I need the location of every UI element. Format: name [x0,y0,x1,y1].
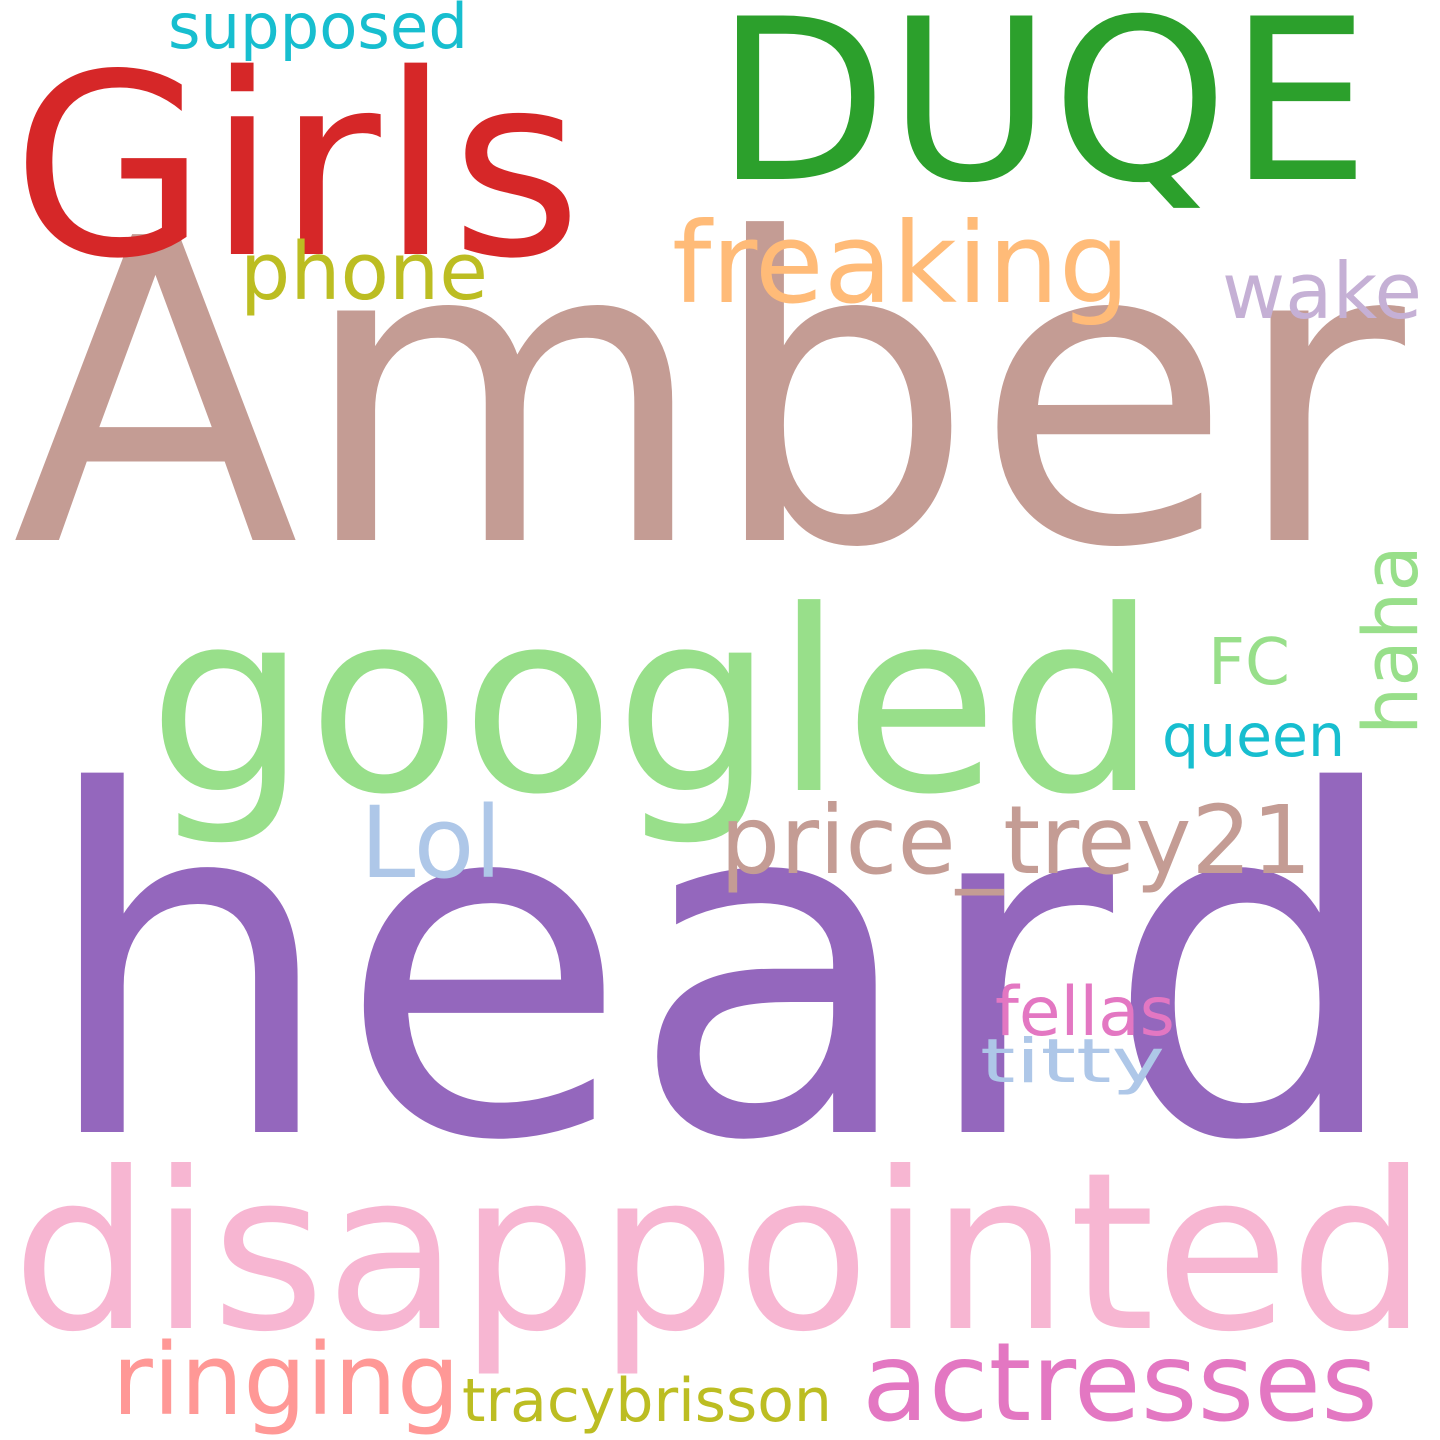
word-titty: titty [980,1026,1165,1097]
word-phone: phone [240,224,488,318]
word-lol: Lol [360,785,502,901]
word-disappointed: disappointed [12,1124,1428,1380]
word-actresses: actresses [862,1319,1378,1440]
word-wake: wake [1222,246,1422,337]
word-girls: Girls [12,20,582,314]
word-tracybrisson: tracybrisson [462,1366,832,1437]
word-supposed: supposed [168,0,468,64]
word-freaking: freaking [672,198,1130,329]
word-fellas: fellas [995,972,1175,1052]
word-queen: queen [1162,701,1345,770]
word-amber: Amber [12,149,1405,639]
word-heard: heard [38,692,1405,1244]
word-fc: FC [1208,624,1290,700]
word-price-trey21: price_trey21 [720,786,1312,897]
word-ringing: ringing [112,1322,460,1438]
word-googled: googled [148,557,1158,850]
word-duqe: DUQE [715,0,1370,232]
word-haha: haha [1346,545,1436,735]
